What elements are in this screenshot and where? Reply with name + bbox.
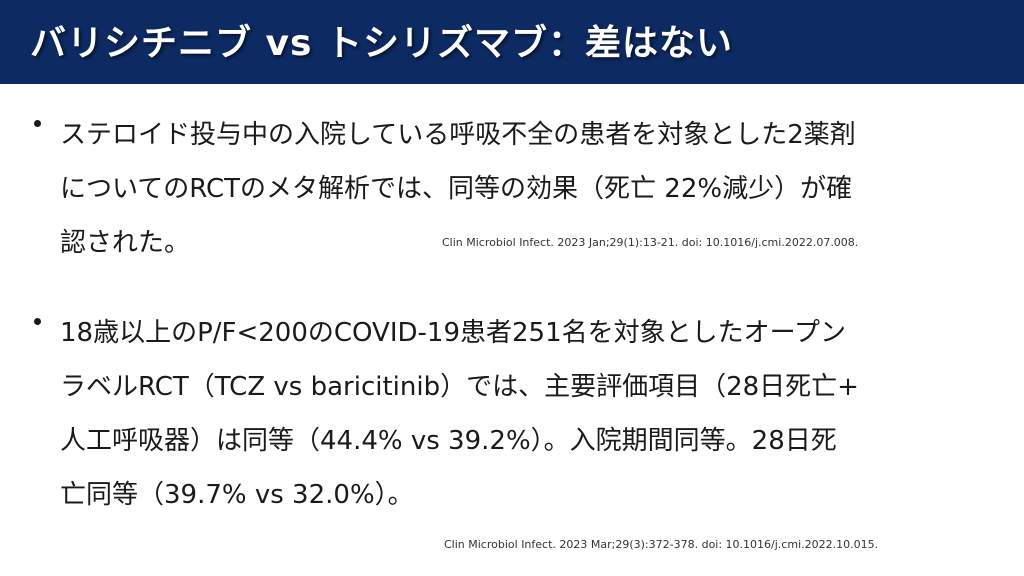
bullet-line: についてのRCTのメタ解析では、同等の効果（死亡 22%減少）が確 bbox=[60, 174, 853, 204]
slide-title: バリシチニブ vs トシリズマブ：差はない bbox=[30, 23, 733, 64]
bullet-line: 18歳以上のP/F<200のCOVID-19患者251名を対象としたオープン bbox=[60, 318, 847, 348]
citation-rct: Clin Microbiol Infect. 2023 Mar;29(3):37… bbox=[444, 538, 879, 551]
bullet-line: ステロイド投与中の入院している呼吸不全の患者を対象とした2薬剤 bbox=[60, 120, 856, 150]
bullet-line: ラベルRCT（TCZ vs baricitinib）では、主要評価項目（28日死… bbox=[60, 372, 859, 402]
bullet-line: 亡同等（39.7% vs 32.0%）。 bbox=[60, 480, 414, 510]
bullet-dot-icon bbox=[34, 318, 41, 325]
bullet-dot-icon bbox=[34, 120, 41, 127]
bullet-line: 認された。 bbox=[60, 228, 191, 258]
citation-meta-analysis: Clin Microbiol Infect. 2023 Jan;29(1):13… bbox=[442, 236, 859, 249]
bullet-text: ステロイド投与中の入院している呼吸不全の患者を対象とした2薬剤 についてのRCT… bbox=[60, 108, 856, 270]
bullet-line: 人工呼吸器）は同等（44.4% vs 39.2%）。入院期間同等。28日死 bbox=[60, 426, 837, 456]
title-bar: バリシチニブ vs トシリズマブ：差はない bbox=[0, 0, 1024, 84]
bullet-text: 18歳以上のP/F<200のCOVID-19患者251名を対象としたオープン ラ… bbox=[60, 306, 859, 522]
